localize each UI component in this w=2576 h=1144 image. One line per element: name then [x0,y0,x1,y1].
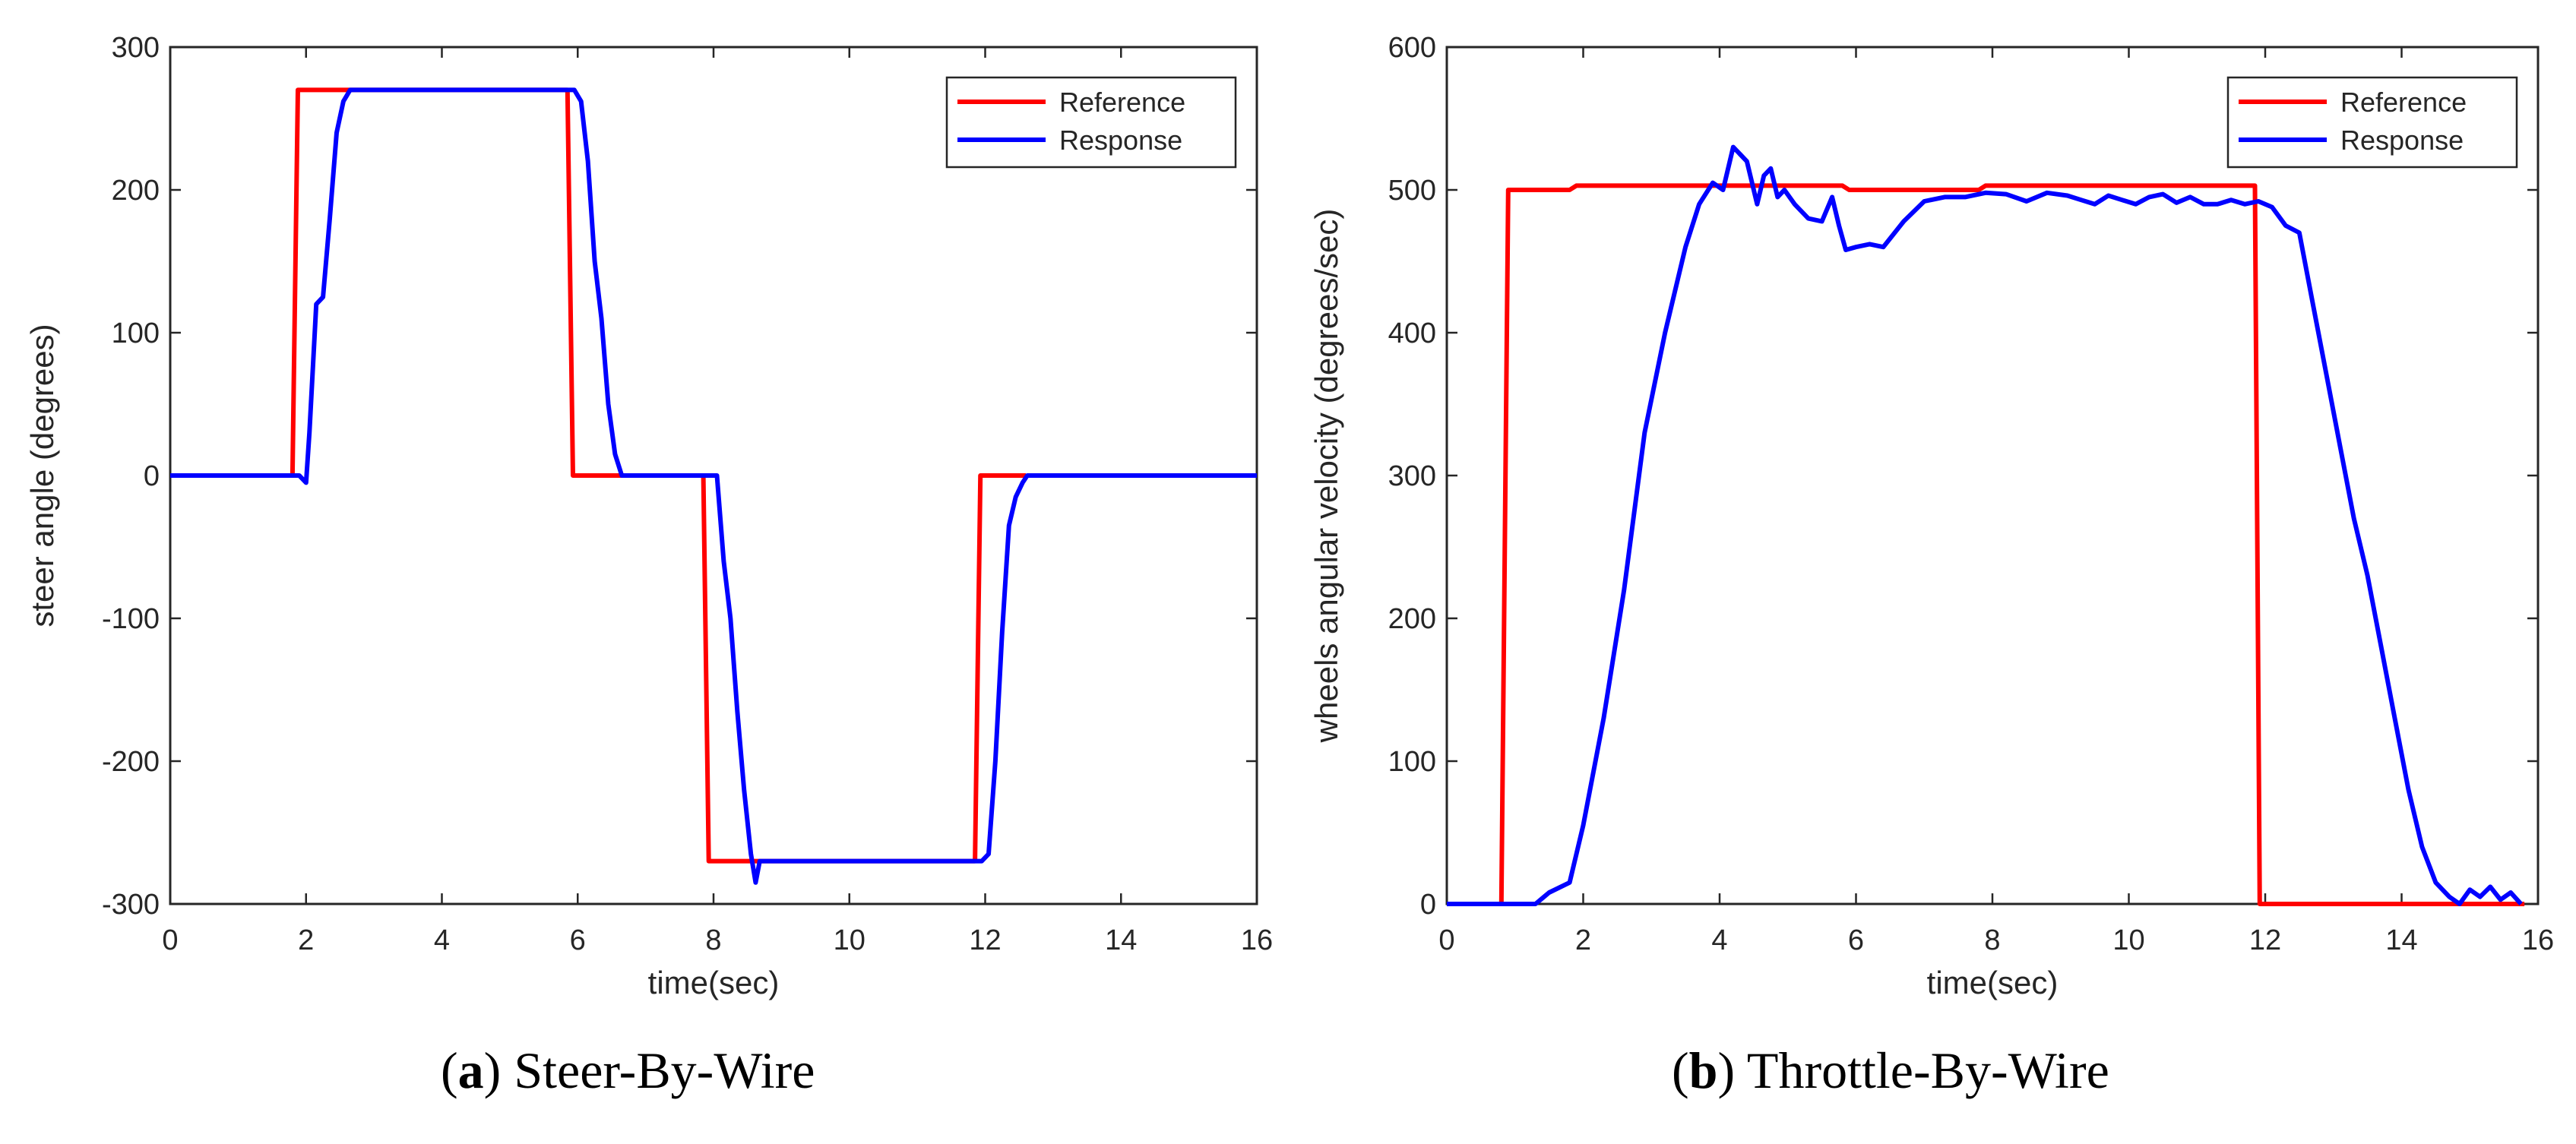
y-tick-label: 600 [1388,32,1436,64]
x-tick-label: 12 [969,924,1001,956]
y-axis-label: steer angle (degrees) [24,324,60,627]
y-tick-label: -200 [102,746,160,778]
legend [2226,76,2518,169]
x-tick-label: 0 [162,924,178,956]
y-tick-label: 300 [112,32,160,64]
x-tick-label: 8 [705,924,721,956]
x-tick-label: 14 [1105,924,1137,956]
legend-label-response: Response [1059,125,1182,156]
y-tick-label: 500 [1388,175,1436,207]
x-tick-label: 10 [2112,924,2144,956]
x-tick-label: 10 [834,924,866,956]
y-tick-label: 400 [1388,318,1436,349]
legend-label-reference: Reference [1059,87,1185,118]
x-axis-label: time(sec) [648,965,780,1000]
y-tick-label: 200 [1388,603,1436,635]
y-tick-label: 100 [1388,746,1436,778]
y-tick-label: 200 [112,175,160,207]
y-tick-label: 100 [112,318,160,349]
series-line-response [1447,144,2523,906]
y-tick-label: 300 [1388,460,1436,492]
x-tick-label: 0 [1438,924,1454,956]
legend-label-response: Response [2340,125,2464,156]
legend [945,76,1237,169]
x-tick-label: 2 [298,924,314,956]
legend-label-reference: Reference [2340,87,2467,118]
caption-a: (a) Steer-By-Wire [441,1041,815,1099]
series-line-reference [1447,183,2525,906]
x-tick-label: 4 [1711,924,1727,956]
x-tick-label: 2 [1575,924,1591,956]
x-tick-label: 6 [570,924,586,956]
x-tick-label: 12 [2249,924,2281,956]
x-tick-label: 14 [2385,924,2417,956]
caption-b: (b) Throttle-By-Wire [1672,1041,2109,1099]
x-tick-label: 8 [1984,924,2000,956]
x-axis-label: time(sec) [1927,965,2059,1000]
series-line-response [170,87,1257,885]
plot-area [1445,46,2540,905]
y-axis-label: wheels angular velocity (degrees/sec) [1309,209,1344,744]
x-tick-label: 16 [1241,924,1273,956]
y-tick-label: -300 [102,889,160,921]
x-tick-label: 6 [1848,924,1864,956]
x-tick-label: 4 [434,924,450,956]
x-tick-label: 16 [2522,924,2554,956]
chart-throttle-by-wire: 0 2 4 6 8 10 12 14 16 0 100 200 300 400 500 600 time(sec… [1309,32,2554,1000]
y-tick-label: 0 [144,460,160,492]
chart-steer-by-wire: 0 2 4 6 8 10 12 14 16 -300 -200 -100 0 100 200 300 time(… [24,32,1273,1000]
y-tick-label: -100 [102,603,160,635]
y-tick-label: 0 [1420,889,1436,921]
